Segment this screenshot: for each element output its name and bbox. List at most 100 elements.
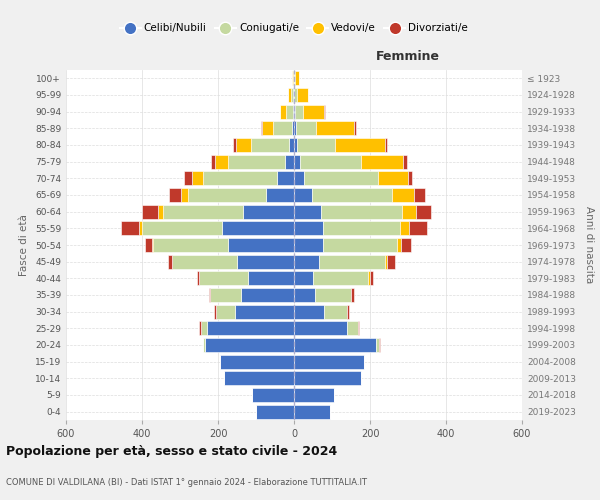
Bar [294, 288, 315, 302]
Bar [385, 138, 388, 152]
Bar [312, 188, 392, 202]
Bar [294, 104, 295, 118]
Bar [192, 172, 203, 185]
Bar [303, 104, 324, 118]
Bar [262, 122, 273, 136]
Bar [335, 138, 385, 152]
Bar [351, 288, 354, 302]
Bar [409, 221, 427, 236]
Bar [199, 271, 248, 285]
Bar [294, 338, 376, 352]
Bar [211, 154, 215, 169]
Bar [203, 172, 277, 185]
Bar [201, 322, 206, 336]
Bar [300, 154, 361, 169]
Bar [378, 172, 407, 185]
Bar [233, 138, 236, 152]
Bar [325, 304, 347, 319]
Bar [313, 271, 368, 285]
Bar [214, 304, 216, 319]
Bar [347, 322, 358, 336]
Bar [235, 304, 294, 319]
Bar [181, 188, 188, 202]
Bar [215, 154, 227, 169]
Bar [222, 221, 294, 236]
Text: Femmine: Femmine [376, 50, 440, 63]
Text: Popolazione per età, sesso e stato civile - 2024: Popolazione per età, sesso e stato civil… [6, 445, 337, 458]
Bar [292, 122, 294, 136]
Bar [292, 72, 293, 86]
Bar [289, 138, 294, 152]
Bar [227, 154, 284, 169]
Bar [168, 254, 172, 269]
Bar [304, 172, 378, 185]
Bar [297, 138, 335, 152]
Bar [121, 221, 139, 236]
Bar [295, 72, 299, 86]
Bar [294, 371, 361, 386]
Bar [184, 172, 192, 185]
Bar [197, 271, 199, 285]
Bar [260, 122, 262, 136]
Bar [220, 354, 294, 369]
Bar [361, 154, 403, 169]
Bar [248, 271, 294, 285]
Bar [401, 238, 411, 252]
Bar [280, 104, 286, 118]
Bar [152, 238, 154, 252]
Bar [294, 404, 330, 418]
Bar [293, 88, 294, 102]
Bar [277, 172, 294, 185]
Bar [397, 238, 401, 252]
Bar [284, 154, 294, 169]
Bar [251, 138, 289, 152]
Bar [294, 204, 320, 219]
Bar [295, 88, 297, 102]
Bar [142, 204, 158, 219]
Bar [139, 221, 142, 236]
Bar [294, 354, 364, 369]
Bar [293, 104, 294, 118]
Bar [294, 322, 347, 336]
Bar [294, 138, 297, 152]
Bar [294, 238, 323, 252]
Bar [315, 288, 351, 302]
Bar [324, 104, 325, 118]
Bar [205, 338, 294, 352]
Bar [216, 304, 235, 319]
Y-axis label: Anni di nascita: Anni di nascita [584, 206, 595, 284]
Text: COMUNE DI VALDILANA (BI) - Dati ISTAT 1° gennaio 2024 - Elaborazione TUTTITALIA.: COMUNE DI VALDILANA (BI) - Dati ISTAT 1°… [6, 478, 367, 487]
Bar [370, 271, 373, 285]
Bar [158, 204, 163, 219]
Bar [227, 238, 294, 252]
Bar [211, 288, 241, 302]
Bar [403, 204, 416, 219]
Bar [294, 172, 304, 185]
Bar [203, 338, 205, 352]
Bar [323, 221, 400, 236]
Bar [416, 204, 431, 219]
Bar [323, 238, 397, 252]
Y-axis label: Fasce di età: Fasce di età [19, 214, 29, 276]
Bar [376, 338, 379, 352]
Bar [241, 288, 294, 302]
Bar [289, 88, 290, 102]
Bar [400, 221, 409, 236]
Bar [392, 188, 414, 202]
Bar [355, 122, 356, 136]
Bar [320, 204, 403, 219]
Bar [172, 254, 237, 269]
Bar [236, 138, 251, 152]
Bar [294, 254, 319, 269]
Bar [206, 322, 294, 336]
Bar [319, 254, 385, 269]
Bar [163, 204, 242, 219]
Bar [407, 172, 412, 185]
Bar [294, 154, 300, 169]
Bar [347, 304, 349, 319]
Bar [294, 122, 296, 136]
Bar [199, 322, 201, 336]
Bar [224, 371, 294, 386]
Bar [297, 88, 308, 102]
Bar [145, 238, 152, 252]
